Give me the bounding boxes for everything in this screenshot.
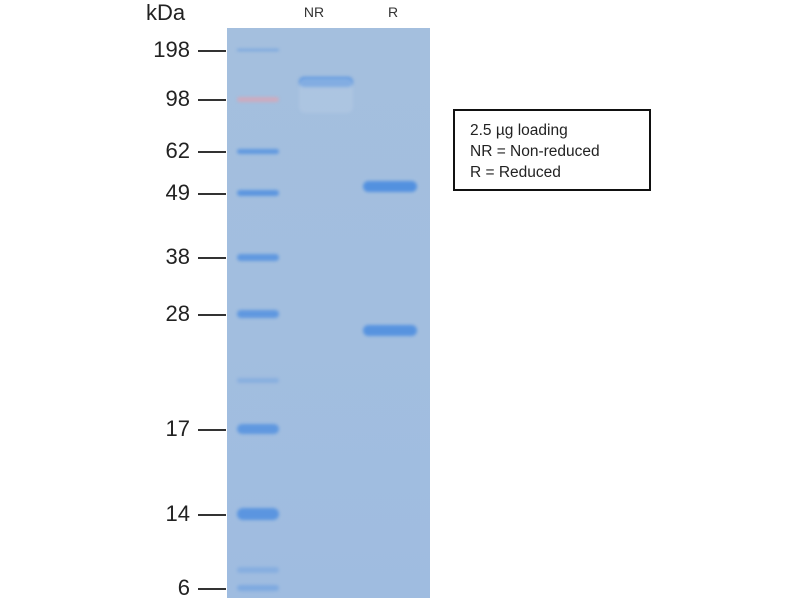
marker-tick — [198, 429, 226, 431]
marker-tick — [198, 588, 226, 590]
ladder-band — [237, 567, 279, 573]
ladder-band — [237, 253, 279, 261]
axis-unit-label: kDa — [146, 0, 186, 25]
nr-smear — [299, 77, 353, 113]
ladder-band — [237, 148, 279, 154]
ladder-band — [237, 377, 279, 383]
marker-label: 38 — [165, 244, 190, 269]
marker-tick — [198, 50, 226, 52]
gel-image — [227, 28, 430, 598]
legend-r: R = Reduced — [470, 164, 561, 181]
r-heavy-chain-band — [363, 180, 417, 192]
marker-tick — [198, 193, 226, 195]
ladder-band — [237, 190, 279, 196]
legend-box: 2.5 µg loading NR = Non-reduced R = Redu… — [453, 109, 651, 191]
marker-label: 14 — [165, 501, 190, 526]
lane-label-nr: NR — [303, 4, 325, 20]
ladder-band — [237, 310, 279, 318]
ladder-band — [237, 96, 279, 102]
marker-tick — [198, 99, 226, 101]
ladder-band — [237, 49, 279, 51]
lane-label-r: R — [387, 4, 399, 20]
marker-label: 198 — [153, 37, 190, 62]
marker-tick — [198, 257, 226, 259]
marker-label: 62 — [165, 138, 190, 163]
legend-loading: 2.5 µg loading — [470, 122, 568, 139]
ladder-band — [237, 585, 279, 591]
ladder-band — [237, 424, 279, 434]
marker-tick — [198, 151, 226, 153]
marker-label: 17 — [165, 416, 190, 441]
marker-tick — [198, 514, 226, 516]
ladder-band — [237, 508, 279, 520]
marker-label: 49 — [165, 180, 190, 205]
legend-nr: NR = Non-reduced — [470, 143, 600, 160]
marker-tick — [198, 314, 226, 316]
r-light-chain-band — [363, 324, 417, 336]
marker-label: 98 — [165, 86, 190, 111]
marker-label: 28 — [165, 301, 190, 326]
marker-label: 6 — [177, 575, 190, 600]
